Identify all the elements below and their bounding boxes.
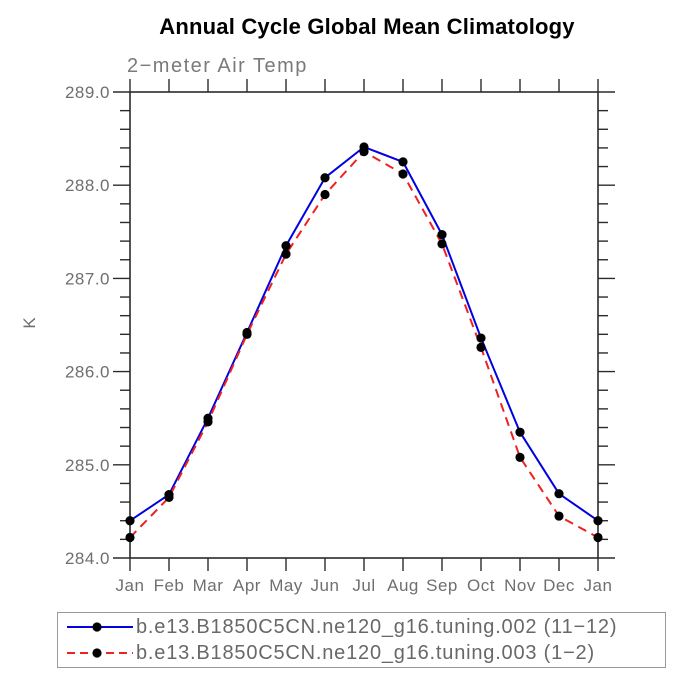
data-point-marker-s1 [476,342,486,352]
chart-title: Annual Cycle Global Mean Climatology [159,14,575,39]
legend-line-sample-dashed [67,648,133,658]
data-point-marker-s0 [554,489,564,499]
data-point-marker-s0 [437,229,447,240]
chart-subtitle: 2−meter Air Temp [127,55,308,77]
legend-marker-dot [92,622,102,632]
legend-label-series-1: b.e13.B1850C5CN.ne120_g16.tuning.003 (1−… [136,642,595,664]
data-point-marker-s0 [593,516,603,526]
series-line-1 [129,150,599,539]
legend: b.e13.B1850C5CN.ne120_g16.tuning.002 (11… [57,612,666,668]
x-tick-label: Jan [584,576,613,595]
legend-marker-dot [92,648,102,658]
data-point-marker-s0 [125,516,135,526]
x-tick-label: Apr [233,576,261,595]
y-tick-label: 286.0 [65,363,110,382]
legend-item-series-1: b.e13.B1850C5CN.ne120_g16.tuning.003 (1−… [67,641,665,665]
x-tick-label: Nov [504,576,536,595]
y-tick-label: 288.0 [65,176,110,195]
x-tick-label: May [269,576,303,595]
legend-line-sample-solid [67,622,133,632]
data-point-marker-s0 [398,157,408,167]
data-point-marker-s0 [281,241,291,251]
data-point-marker-s1 [398,169,408,179]
data-point-marker-s1 [242,329,252,339]
data-point-marker-s0 [320,173,330,183]
plot-frame [129,91,599,559]
data-point-marker-s0 [515,427,525,437]
y-tick-label: 285.0 [65,456,110,475]
data-point-marker-s1 [554,511,564,521]
data-point-marker-s1 [359,147,369,157]
x-tick-label: Jun [311,576,340,595]
x-tick-label: Dec [543,576,575,595]
x-tick-label: Oct [467,576,495,595]
data-point-marker-s0 [476,333,486,343]
y-tick-label: 287.0 [65,269,110,288]
x-tick-label: Jan [116,576,145,595]
x-tick-label: Feb [154,576,185,595]
data-point-marker-s1 [281,249,291,259]
x-tick-label: Jul [352,576,375,595]
x-tick-label: Sep [426,576,458,595]
series-line-0 [129,146,599,522]
data-point-marker-s1 [437,239,447,249]
y-tick-label: 284.0 [65,549,110,568]
x-tick-label: Aug [387,576,419,595]
x-tick-label: Mar [193,576,224,595]
data-point-marker-s1 [164,492,174,503]
data-point-marker-s1 [320,189,330,200]
data-point-marker-s1 [593,532,603,543]
y-tick-label: 289.0 [65,83,110,102]
legend-item-series-0: b.e13.B1850C5CN.ne120_g16.tuning.002 (11… [67,615,665,639]
data-point-marker-s1 [515,452,525,462]
data-point-marker-s1 [203,417,213,427]
data-point-marker-s1 [125,532,135,543]
legend-label-series-0: b.e13.B1850C5CN.ne120_g16.tuning.002 (11… [136,616,618,638]
